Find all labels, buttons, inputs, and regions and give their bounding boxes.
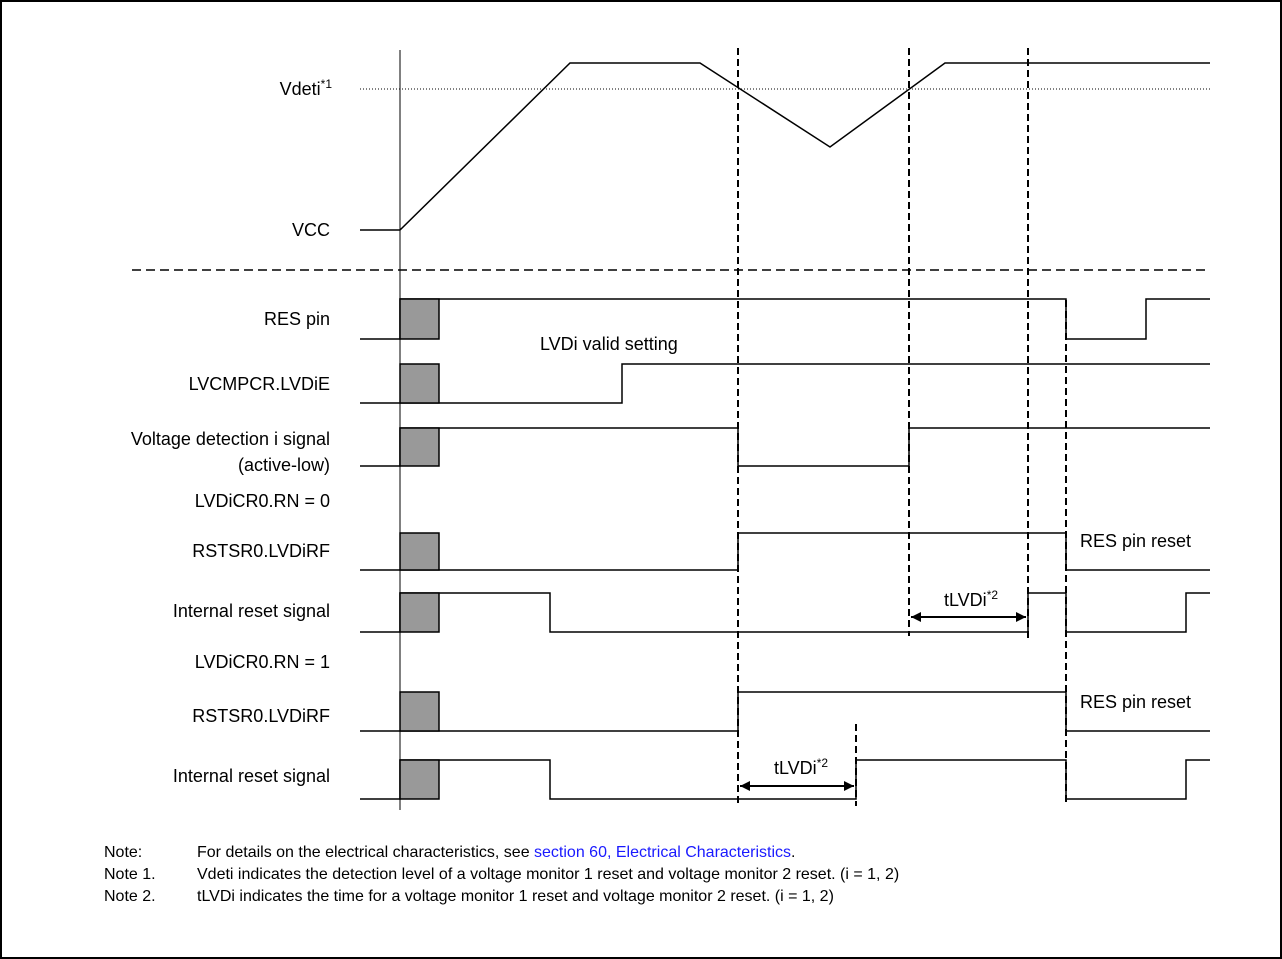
note-general-text: For details on the electrical characteri… [197, 842, 795, 864]
lvcmpcr-label: LVCMPCR.LVDiE [189, 374, 330, 394]
vcc-waveform [360, 62, 1210, 231]
res-pin-undefined-box [399, 298, 440, 340]
vdet-signal-label-line2: (active-low) [238, 455, 330, 475]
res-pin-reset-b-label: RES pin reset [1080, 692, 1191, 712]
note-2-key: Note 2. [104, 888, 156, 905]
lvcmpcr-waveform [360, 363, 1210, 404]
timing-marker-lines [737, 48, 1067, 806]
tlvdi-a-label: tLVDi*2 [944, 588, 998, 610]
rstsr-b-waveform [360, 691, 1210, 732]
note-2: Note 2. tLVDi indicates the time for a v… [104, 886, 899, 908]
note-general-text-pre: For details on the electrical characteri… [197, 844, 535, 861]
rstsr-b-undefined-box [399, 691, 440, 732]
rstsr-a-waveform [360, 532, 1210, 571]
note-2-text: tLVDi indicates the time for a voltage m… [197, 888, 834, 905]
internal-reset-b-undefined-box [399, 759, 440, 800]
internal-reset-a-label: Internal reset signal [173, 601, 330, 621]
res-pin-reset-a-label: RES pin reset [1080, 531, 1191, 551]
tlvdi-b-label: tLVDi*2 [774, 756, 828, 778]
vdeti-label: Vdeti*1 [280, 77, 333, 99]
note-1-key: Note 1. [104, 866, 156, 883]
rn1-label: LVDiCR0.RN = 1 [195, 652, 330, 672]
internal-reset-a-waveform [360, 592, 1210, 633]
note-general-key: Note: [104, 844, 143, 861]
note-general-text-post: . [791, 844, 796, 861]
res-pin-label: RES pin [264, 309, 330, 329]
rstsr-a-label: RSTSR0.LVDiRF [192, 541, 330, 561]
rstsr-b-label: RSTSR0.LVDiRF [192, 706, 330, 726]
note-general: Note: For details on the electrical char… [104, 842, 899, 864]
rstsr-a-undefined-box [399, 532, 440, 571]
vdet-signal-label-line1: Voltage detection i signal [131, 429, 330, 449]
lvcmpcr-undefined-box [399, 363, 440, 404]
vdet-undefined-box [399, 427, 440, 467]
internal-reset-a-undefined-box [399, 592, 440, 633]
note-1: Note 1. Vdeti indicates the detection le… [104, 864, 899, 886]
vcc-label: VCC [292, 220, 330, 240]
internal-reset-b-label: Internal reset signal [173, 766, 330, 786]
vdet-signal-waveform [360, 427, 1210, 467]
rn0-label: LVDiCR0.RN = 0 [195, 491, 330, 511]
note-1-text: Vdeti indicates the detection level of a… [197, 866, 900, 883]
lvdi-valid-setting-label: LVDi valid setting [540, 334, 678, 354]
electrical-characteristics-link[interactable]: section 60, Electrical Characteristics [534, 844, 792, 861]
notes-block: Note: For details on the electrical char… [104, 842, 899, 908]
res-pin-waveform [360, 298, 1210, 340]
undefined-state-boxes [399, 298, 440, 800]
